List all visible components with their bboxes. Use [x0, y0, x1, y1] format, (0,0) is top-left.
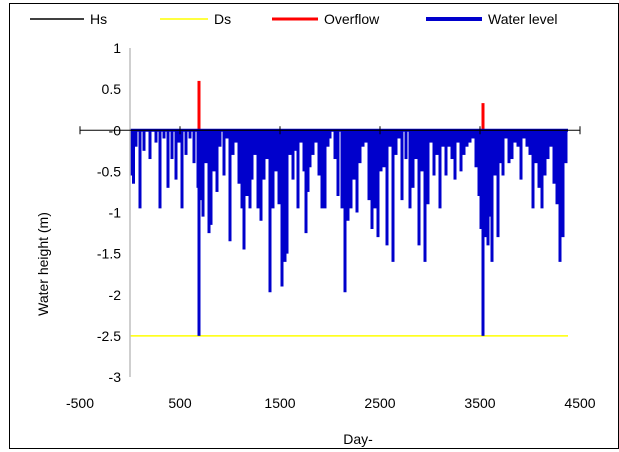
x-axis-title: Day-	[343, 431, 373, 447]
x-tick-label: 1500	[264, 395, 295, 411]
legend-label-hs: Hs	[90, 11, 107, 27]
legend-label-overflow: Overflow	[324, 11, 380, 27]
y-tick-label: -3	[109, 369, 122, 385]
y-axis-title: Water height (m)	[35, 212, 51, 316]
y-tick-label: -1	[109, 205, 122, 221]
y-tick-label: 0.5	[102, 81, 122, 97]
x-tick-label: 3500	[464, 395, 495, 411]
legend: Hs Ds Overflow Water level	[30, 11, 558, 27]
chart-border	[9, 3, 619, 449]
y-tick-label: -0	[109, 122, 122, 138]
x-tick-label: -500	[66, 395, 94, 411]
y-tick-label: -0.5	[97, 163, 121, 179]
legend-label-water-level: Water level	[488, 11, 558, 27]
y-tick-label: 1	[113, 40, 121, 56]
axis-layer: -500 500 1500 2500 3500 4500 1 0.5 -0 -0.5 -1 -1.5 -…	[66, 40, 596, 411]
series-layer	[130, 80, 568, 337]
y-tick-label: -1.5	[97, 246, 121, 262]
x-tick-label: 4500	[564, 395, 595, 411]
legend-label-ds: Ds	[214, 11, 231, 27]
x-tick-label: 2500	[364, 395, 395, 411]
x-tick-label: 500	[168, 395, 192, 411]
y-tick-label: -2	[109, 287, 122, 303]
y-tick-label: -2.5	[97, 328, 121, 344]
